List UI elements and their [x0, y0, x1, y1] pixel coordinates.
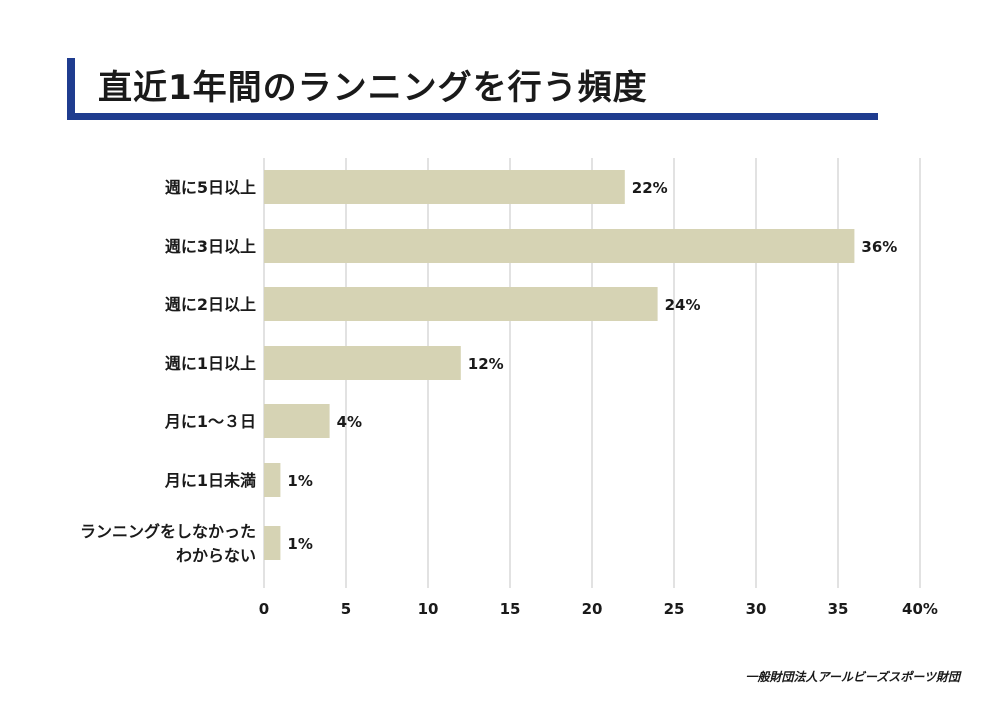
bar: [264, 463, 281, 497]
category-label: わからない: [176, 546, 256, 565]
source-credit: 一般財団法人アールビーズスポーツ財団: [745, 670, 960, 684]
data-label: 22%: [632, 179, 668, 197]
x-tick-label: 25: [664, 600, 685, 618]
category-label: 週に2日以上: [165, 295, 256, 314]
category-label: 週に5日以上: [165, 178, 256, 197]
x-tick-label: 10: [418, 600, 439, 618]
title-underline: [67, 113, 878, 120]
x-tick-label: 0: [259, 600, 269, 618]
data-label: 36%: [861, 238, 897, 256]
data-label: 1%: [287, 535, 312, 553]
x-tick-label: 5: [341, 600, 351, 618]
category-label: 月に1～３日: [164, 412, 256, 431]
bar: [264, 526, 281, 560]
category-label: 週に3日以上: [165, 237, 256, 256]
chart-title: 直近1年間のランニングを行う頻度: [98, 68, 648, 108]
data-label: 4%: [337, 413, 362, 431]
category-label: 週に1日以上: [165, 354, 256, 373]
bar: [264, 346, 461, 380]
x-tick-label: 15: [500, 600, 521, 618]
bar: [264, 170, 625, 204]
bar: [264, 287, 658, 321]
x-tick-label: 30: [746, 600, 767, 618]
data-label: 24%: [665, 296, 701, 314]
bar: [264, 229, 855, 263]
category-label: 月に1日未満: [164, 471, 256, 490]
data-label: 12%: [468, 355, 504, 373]
data-label: 1%: [287, 472, 312, 490]
title-accent-bar: [67, 58, 75, 120]
x-tick-label: 35: [828, 600, 849, 618]
bar: [264, 404, 330, 438]
x-tick-label: 20: [582, 600, 603, 618]
x-tick-label: 40%: [902, 600, 938, 618]
category-label: ランニングをしなかった: [80, 522, 256, 541]
